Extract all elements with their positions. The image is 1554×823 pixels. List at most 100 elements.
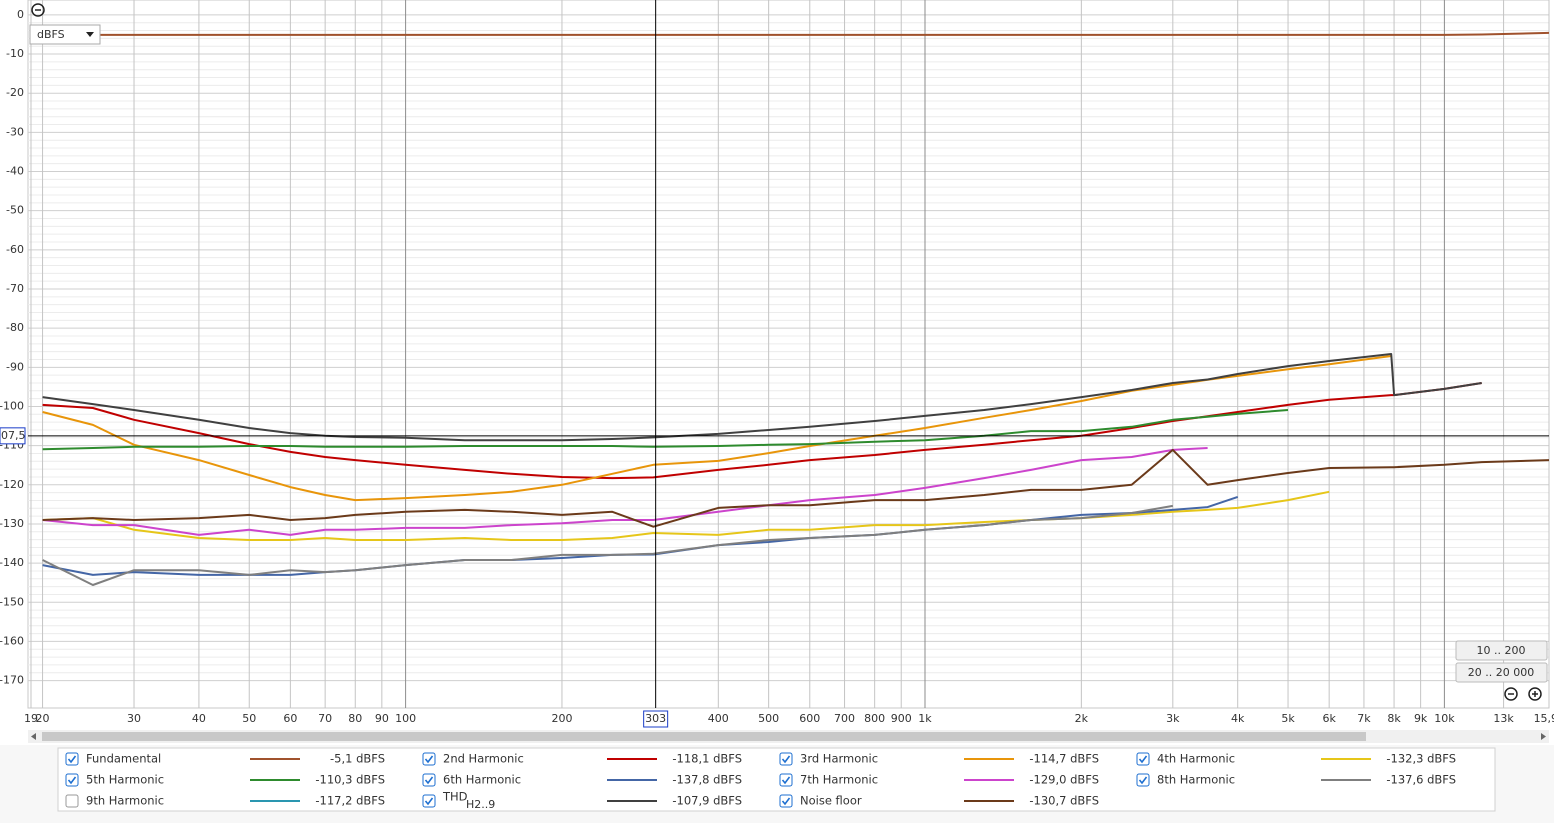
legend-label: 4th Harmonic (1157, 752, 1235, 766)
legend-label: 3rd Harmonic (800, 752, 878, 766)
y-tick-label: -80 (6, 321, 24, 334)
checkbox[interactable] (422, 794, 436, 808)
x-tick-label: 13k (1493, 712, 1514, 725)
cursor-y-label: 07,5 (1, 429, 26, 442)
checkbox[interactable] (779, 773, 793, 787)
legend-reading: -137,8 dBFS (672, 773, 742, 787)
checkbox[interactable] (1136, 752, 1150, 766)
series-line (42, 355, 1392, 502)
x-tick-label: 6k (1322, 712, 1336, 725)
x-tick-label: 50 (242, 712, 256, 725)
range-button-label: 10 .. 200 (1477, 644, 1526, 657)
range-button[interactable] (1455, 640, 1548, 661)
checkbox[interactable] (779, 794, 793, 808)
legend-reading: -129,0 dBFS (1029, 773, 1099, 787)
x-tick-label: 30 (127, 712, 141, 725)
checkbox[interactable] (65, 752, 79, 766)
zoom-out-icon[interactable] (1504, 687, 1518, 701)
range-button-label: 20 .. 20 000 (1468, 666, 1534, 679)
legend-label: Noise floor (800, 794, 862, 808)
y-tick-label: -40 (6, 165, 24, 178)
checkmark (781, 797, 791, 806)
x-tick-label: 15,9k (1534, 712, 1554, 725)
y-tick-label: -90 (6, 360, 24, 373)
x-tick-label: 20 (36, 712, 50, 725)
legend-reading: -110,3 dBFS (315, 773, 385, 787)
legend-label-subscript: H2..9 (466, 798, 495, 811)
legend-reading: -117,2 dBFS (315, 794, 385, 808)
scroll-left[interactable] (31, 733, 36, 740)
legend-label: 9th Harmonic (86, 794, 164, 808)
x-tick-label: 900 (891, 712, 912, 725)
range-button[interactable] (1455, 662, 1548, 683)
y-tick-label: -170 (0, 674, 24, 687)
y-tick-label: -50 (6, 204, 24, 217)
cursor-y-box (0, 427, 26, 445)
x-tick-label: 2k (1075, 712, 1089, 725)
zoom-in-icon[interactable] (1528, 687, 1542, 701)
checkbox[interactable] (779, 752, 793, 766)
series-line (42, 490, 1330, 541)
zoom-out-icon[interactable] (31, 3, 45, 17)
x-tick-label: 90 (375, 712, 389, 725)
y-tick-label: -130 (0, 517, 24, 530)
x-tick-label: 200 (551, 712, 572, 725)
plot-area (27, 0, 1550, 709)
legend-reading: -5,1 dBFS (330, 752, 385, 766)
x-tick-label: 100 (395, 712, 416, 725)
legend-label: Fundamental (86, 752, 161, 766)
x-tick-label: 80 (348, 712, 362, 725)
x-tick-label: 19 (24, 712, 38, 725)
y-tick-label: -20 (6, 86, 24, 99)
cursor-x-box (643, 710, 669, 728)
series-line (42, 448, 1550, 528)
unit-dropdown[interactable] (29, 24, 101, 45)
unit-label: dBFS (37, 28, 65, 41)
x-tick-label: 3k (1166, 712, 1180, 725)
x-tick-label: 500 (758, 712, 779, 725)
y-tick-label: -150 (0, 595, 24, 608)
series-line (42, 31, 1550, 36)
y-tick-label: -70 (6, 282, 24, 295)
x-tick-label: 70 (318, 712, 332, 725)
x-tick-label: 1k (918, 712, 932, 725)
checkbox[interactable] (65, 794, 79, 808)
series-line (42, 353, 1482, 442)
legend-reading: -114,7 dBFS (1029, 752, 1099, 766)
y-tick-label: 0 (17, 8, 24, 21)
x-tick-label: 400 (708, 712, 729, 725)
checkmark (67, 776, 77, 785)
legend-reading: -118,1 dBFS (672, 752, 742, 766)
legend-label: 2nd Harmonic (443, 752, 524, 766)
x-tick-label: 5k (1281, 712, 1295, 725)
y-tick-label: -60 (6, 243, 24, 256)
checkmark (781, 776, 791, 785)
legend-label: 7th Harmonic (800, 773, 878, 787)
legend-label: 6th Harmonic (443, 773, 521, 787)
checkbox[interactable] (422, 752, 436, 766)
checkbox[interactable] (1136, 773, 1150, 787)
checkbox[interactable] (422, 773, 436, 787)
y-tick-label: -10 (6, 47, 24, 60)
checkmark (424, 755, 434, 764)
checkmark (781, 755, 791, 764)
checkbox[interactable] (65, 773, 79, 787)
legend-reading: -137,6 dBFS (1386, 773, 1456, 787)
x-tick-label: 40 (192, 712, 206, 725)
y-tick-label: -160 (0, 634, 24, 647)
legend-reading: -132,3 dBFS (1386, 752, 1456, 766)
series-line (42, 504, 1173, 586)
y-tick-label: -100 (0, 399, 24, 412)
checkmark (1138, 776, 1148, 785)
y-tick-label: -30 (6, 125, 24, 138)
checkmark (67, 755, 77, 764)
x-tick-label: 60 (283, 712, 297, 725)
legend-reading: -130,7 dBFS (1029, 794, 1099, 808)
x-tick-label: 800 (864, 712, 885, 725)
y-tick-label: -140 (0, 556, 24, 569)
x-tick-label: 4k (1231, 712, 1245, 725)
scroll-right[interactable] (1541, 733, 1546, 740)
scrollbar-thumb[interactable] (42, 732, 1366, 741)
